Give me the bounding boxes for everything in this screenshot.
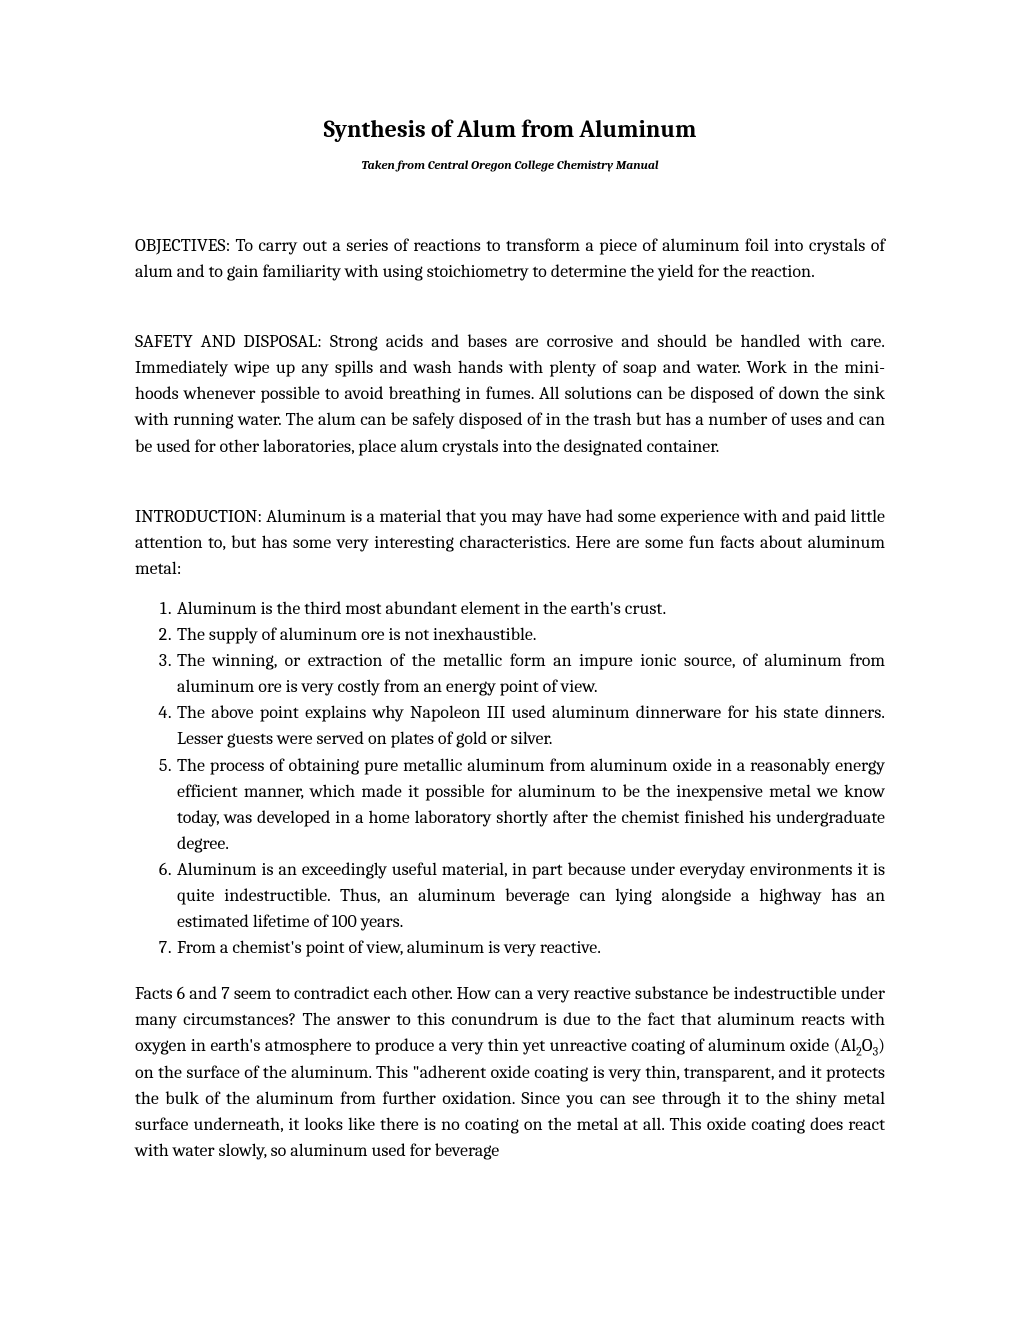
list-item: Aluminum is the third most abundant elem… <box>175 596 885 622</box>
list-item: The above point explains why Napoleon II… <box>175 700 885 752</box>
facts-list: Aluminum is the third most abundant elem… <box>135 596 885 961</box>
page-title: Synthesis of Alum from Aluminum <box>135 115 885 143</box>
page-subtitle: Taken from Central Oregon College Chemis… <box>135 159 885 173</box>
objectives-text: To carry out a series of reactions to tr… <box>135 235 885 282</box>
safety-section: SAFETY AND DISPOSAL: Strong acids and ba… <box>135 329 885 459</box>
list-item: From a chemist's point of view, aluminum… <box>175 935 885 961</box>
objectives-heading: OBJECTIVES: <box>135 235 230 256</box>
list-item: The process of obtaining pure metallic a… <box>175 753 885 857</box>
closing-text-before: Facts 6 and 7 seem to contradict each ot… <box>135 983 885 1056</box>
closing-paragraph: Facts 6 and 7 seem to contradict each ot… <box>135 981 885 1164</box>
list-item: The supply of aluminum ore is not inexha… <box>175 622 885 648</box>
document-page: Synthesis of Alum from Aluminum Taken fr… <box>0 0 1020 1224</box>
list-item: Aluminum is an exceedingly useful materi… <box>175 857 885 935</box>
introduction-section: INTRODUCTION: Aluminum is a material tha… <box>135 504 885 582</box>
safety-heading: SAFETY AND DISPOSAL: <box>135 331 322 352</box>
objectives-section: OBJECTIVES: To carry out a series of rea… <box>135 233 885 285</box>
formula-mid: O <box>862 1035 873 1056</box>
list-item: The winning, or extraction of the metall… <box>175 648 885 700</box>
introduction-heading: INTRODUCTION: <box>135 506 262 527</box>
